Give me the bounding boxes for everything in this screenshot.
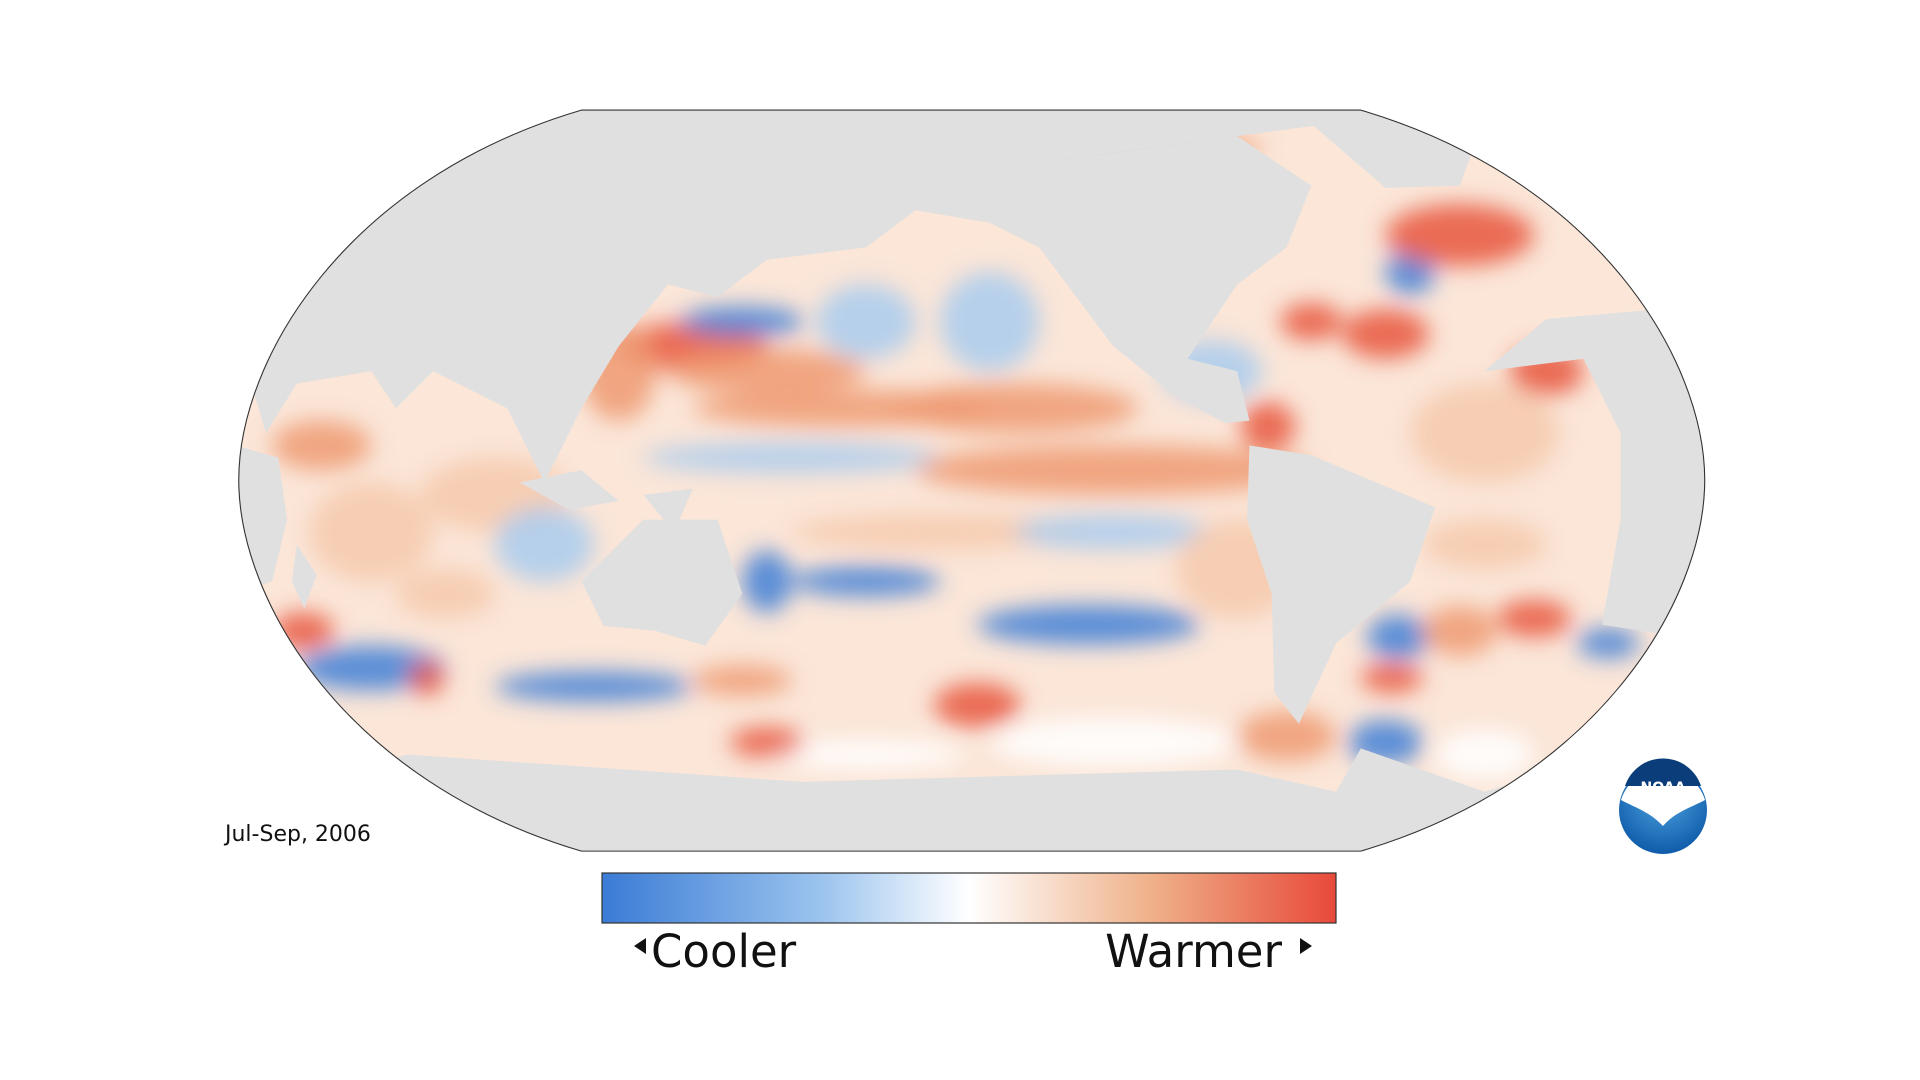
anomaly-blob [1385,204,1535,266]
anomaly-blob [1342,309,1429,359]
anomaly-blob [395,569,495,619]
legend-high: Warmer [1105,925,1282,978]
anomaly-blob [1014,514,1213,550]
anomaly-blob [1360,663,1423,693]
anomaly-blob [680,306,805,337]
legend-low: Cooler [651,925,797,978]
landmass [915,136,1312,424]
period-label: Jul-Sep, 2006 [223,822,371,847]
anomaly-blob [668,348,866,394]
anomaly-blob [643,442,941,473]
map-frame [238,109,1706,852]
color-scale [601,872,1337,924]
anomaly-blob [977,604,1200,645]
anomaly-blob [1577,628,1640,659]
anomaly-blob [915,445,1312,495]
anomaly-blob [494,507,594,582]
landmass [643,488,693,532]
anomaly-blob [934,682,1021,728]
logo-text: NOAA [1641,780,1686,796]
cooler-arrow [634,938,646,954]
anomaly-blob [1435,729,1535,780]
landmass [247,123,916,483]
anomaly-blob [791,514,1089,550]
anomaly-blob [1280,303,1343,341]
anomaly-blob [409,660,445,696]
anomaly-blob [692,665,792,696]
anomaly-blob [890,383,1139,433]
anomaly-blob [1237,711,1337,761]
landmass [519,470,619,510]
anomaly-blob [272,612,335,650]
landmass [238,748,1705,852]
anomaly-blob [742,550,792,613]
anomaly-blob [1422,606,1497,656]
anomaly-blob [940,272,1040,372]
landmass [581,519,743,646]
anomaly-blob [494,671,693,702]
anomaly-blob [1496,599,1572,638]
logo-cap [1625,758,1701,786]
anomaly-blob [791,566,941,597]
anomaly-blob [989,717,1238,768]
anomaly-blob [816,284,916,359]
anomaly-blob [296,645,446,691]
landmass [1246,445,1436,724]
warmer-arrow [1300,938,1312,954]
anomaly-blob [309,482,433,582]
anomaly-blob [1410,383,1559,483]
anomaly-blob [1366,614,1429,660]
land [238,110,1705,852]
landmass [291,544,317,609]
globe [238,110,1705,852]
anomaly-blob [1240,402,1296,452]
map-outline [238,109,1706,852]
anomaly-blob [767,739,965,770]
landmass [1484,309,1705,634]
anomaly-blob [1422,519,1547,570]
noaa-logo: NOAA [1619,758,1707,854]
anomaly-blob [729,727,805,758]
anomaly-blob [272,420,372,471]
landmass [238,110,1705,211]
